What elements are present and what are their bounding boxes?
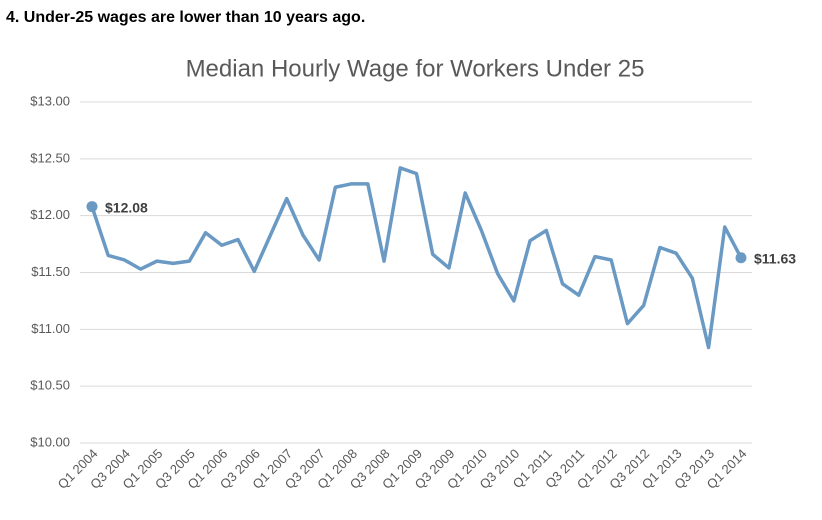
point — [86, 201, 98, 213]
y-tick-label: $12.50 — [30, 150, 70, 165]
chart-title: Median Hourly Wage for Workers Under 25 — [186, 55, 645, 82]
data-label: $12.08 — [105, 199, 148, 215]
y-tick-label: $11.50 — [31, 264, 70, 279]
data-label: $11.63 — [754, 250, 796, 266]
point — [735, 252, 747, 264]
y-tick-label: $11.00 — [31, 321, 70, 336]
y-tick-label: $10.50 — [30, 378, 70, 393]
header: 4. Under-25 wages are lower than 10 year… — [6, 9, 365, 26]
y-tick-label: $12.00 — [30, 207, 70, 222]
y-tick-label: $10.00 — [30, 434, 70, 449]
line — [90, 166, 743, 350]
y-tick-label: $13.00 — [30, 93, 70, 108]
